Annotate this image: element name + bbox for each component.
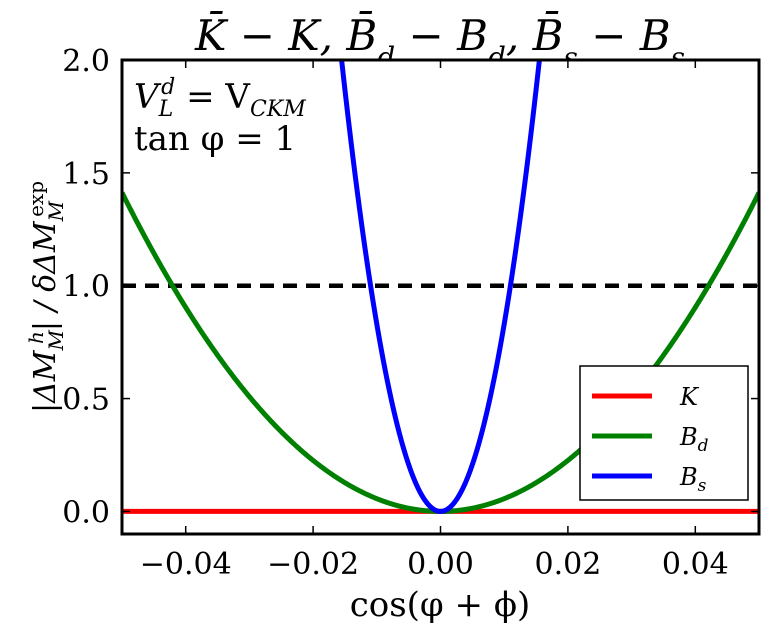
- y-tick-label: 0.5: [62, 383, 110, 418]
- annotation-vckm: VLd = VCKM: [134, 75, 306, 122]
- title-part: − K,: [226, 11, 346, 60]
- legend-label: Bd: [679, 423, 709, 456]
- legend-label: Bs: [679, 463, 707, 496]
- x-tick-label: −0.02: [267, 547, 359, 582]
- y-tick-label: 1.0: [62, 270, 110, 305]
- x-tick-label: −0.04: [140, 547, 232, 582]
- series-line-bs: [339, 60, 542, 514]
- title-part: − B: [578, 11, 671, 60]
- legend: K Bd Bs: [579, 365, 749, 501]
- y-tick-label: 0.0: [62, 495, 110, 530]
- title-part: , B̄: [506, 9, 564, 60]
- y-tick-label: 1.5: [62, 157, 110, 192]
- annotation-tanphi: tan φ = 1: [134, 119, 296, 159]
- plot-frame: [120, 58, 761, 536]
- title-part: − B: [395, 11, 488, 60]
- x-tick-label: 0.02: [535, 547, 602, 582]
- chart-title: K̄ − K, B̄d − Bd, B̄s − Bs: [194, 9, 685, 73]
- y-axis-label: |ΔMMh| / δΔMMexp: [24, 181, 68, 413]
- x-tick-label: 0.04: [662, 547, 729, 582]
- title-part: B̄: [345, 9, 377, 60]
- x-axis-label: cos(φ + ϕ): [350, 585, 531, 625]
- y-tick-label: 2.0: [62, 44, 110, 79]
- title-part: K̄: [194, 9, 229, 60]
- legend-box: [579, 365, 749, 501]
- legend-label: K: [679, 383, 700, 411]
- x-tick-label: 0.00: [407, 547, 474, 582]
